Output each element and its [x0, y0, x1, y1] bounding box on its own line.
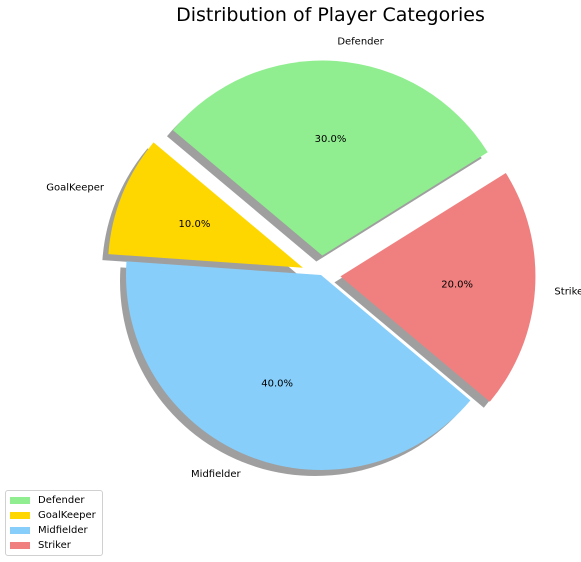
pie-slice-striker — [340, 173, 536, 402]
legend-label-striker: Striker — [38, 540, 71, 551]
pie-slice-goalkeeper — [108, 142, 303, 268]
pie-percent-goalkeeper: 10.0% — [179, 219, 211, 230]
legend-swatch-goalkeeper — [10, 512, 30, 519]
pie-percent-striker: 20.0% — [441, 280, 473, 291]
legend-item-midfielder: Midfielder — [10, 523, 96, 538]
pie-percent-defender: 30.0% — [315, 134, 347, 145]
pie-label-midfielder: Midfielder — [191, 469, 241, 480]
legend-item-goalkeeper: GoalKeeper — [10, 508, 96, 523]
legend-swatch-striker — [10, 542, 30, 549]
legend-item-defender: Defender — [10, 493, 96, 508]
legend-label-goalkeeper: GoalKeeper — [38, 510, 96, 521]
legend-label-defender: Defender — [38, 495, 85, 506]
pie-slice-midfielder — [126, 261, 471, 471]
legend-swatch-defender — [10, 497, 30, 504]
chart-legend: Defender GoalKeeper Midfielder Striker — [5, 490, 103, 556]
chart-title: Distribution of Player Categories — [176, 4, 485, 26]
pie-slice-defender — [172, 60, 488, 256]
legend-swatch-midfielder — [10, 527, 30, 534]
pie-label-goalkeeper: GoalKeeper — [46, 182, 105, 193]
pie-label-defender: Defender — [337, 37, 384, 48]
legend-item-striker: Striker — [10, 538, 96, 553]
pie-percent-midfielder: 40.0% — [261, 378, 293, 389]
pie-label-striker: Striker — [554, 286, 581, 297]
legend-label-midfielder: Midfielder — [38, 525, 88, 536]
